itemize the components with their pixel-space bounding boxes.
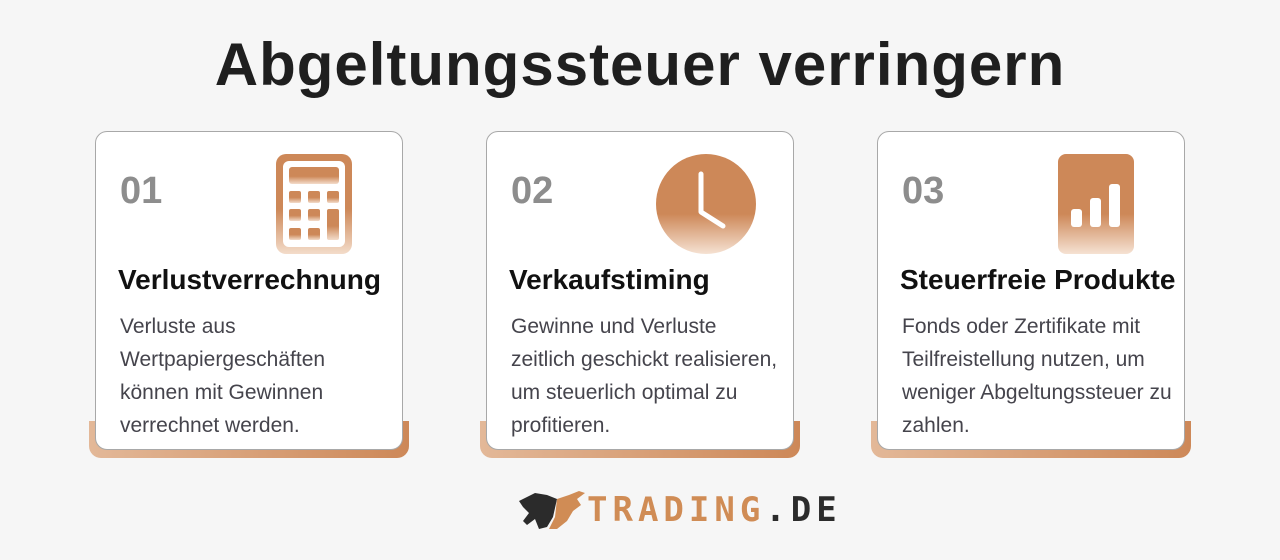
- card-number: 01: [120, 170, 163, 212]
- card-body: 01 Verlustverrechnung Verluste aus Wertp…: [95, 131, 403, 450]
- card-body: 03 Steuerfreie Produkte Fonds oder Zerti…: [877, 131, 1185, 450]
- card-description: Fonds oder Zertifikate mit Teilfreistell…: [902, 315, 1172, 437]
- card-number: 02: [511, 170, 554, 212]
- logo-text-trading: TRADING: [587, 490, 766, 530]
- card-description: Gewinne und Verluste zeitlich geschickt …: [511, 315, 778, 437]
- bull-logo-icon: [519, 491, 585, 529]
- card-body: 02 Verkaufstiming Gewinne und Verluste z…: [486, 131, 794, 450]
- trading-de-logo: TRADING .DE: [517, 487, 842, 533]
- card-2: 02 Verkaufstiming Gewinne und Verluste z…: [480, 131, 800, 458]
- card-title: Verkaufstiming: [509, 264, 710, 295]
- logo-text-de: .DE: [765, 490, 842, 530]
- card-3: 03 Steuerfreie Produkte Fonds oder Zerti…: [871, 131, 1191, 458]
- page-title: Abgeltungssteuer verringern: [214, 31, 1066, 98]
- card-number: 03: [902, 170, 945, 212]
- card-description: Verluste aus Wertpapiergeschäften können…: [120, 315, 326, 437]
- clock-icon: [656, 154, 756, 254]
- card-1: 01 Verlustverrechnung Verluste aus Wertp…: [89, 131, 409, 458]
- card-title: Steuerfreie Produkte: [900, 264, 1176, 295]
- calculator-icon: [276, 154, 352, 254]
- card-title: Verlustverrechnung: [118, 264, 381, 295]
- bar-chart-icon: [1058, 154, 1134, 254]
